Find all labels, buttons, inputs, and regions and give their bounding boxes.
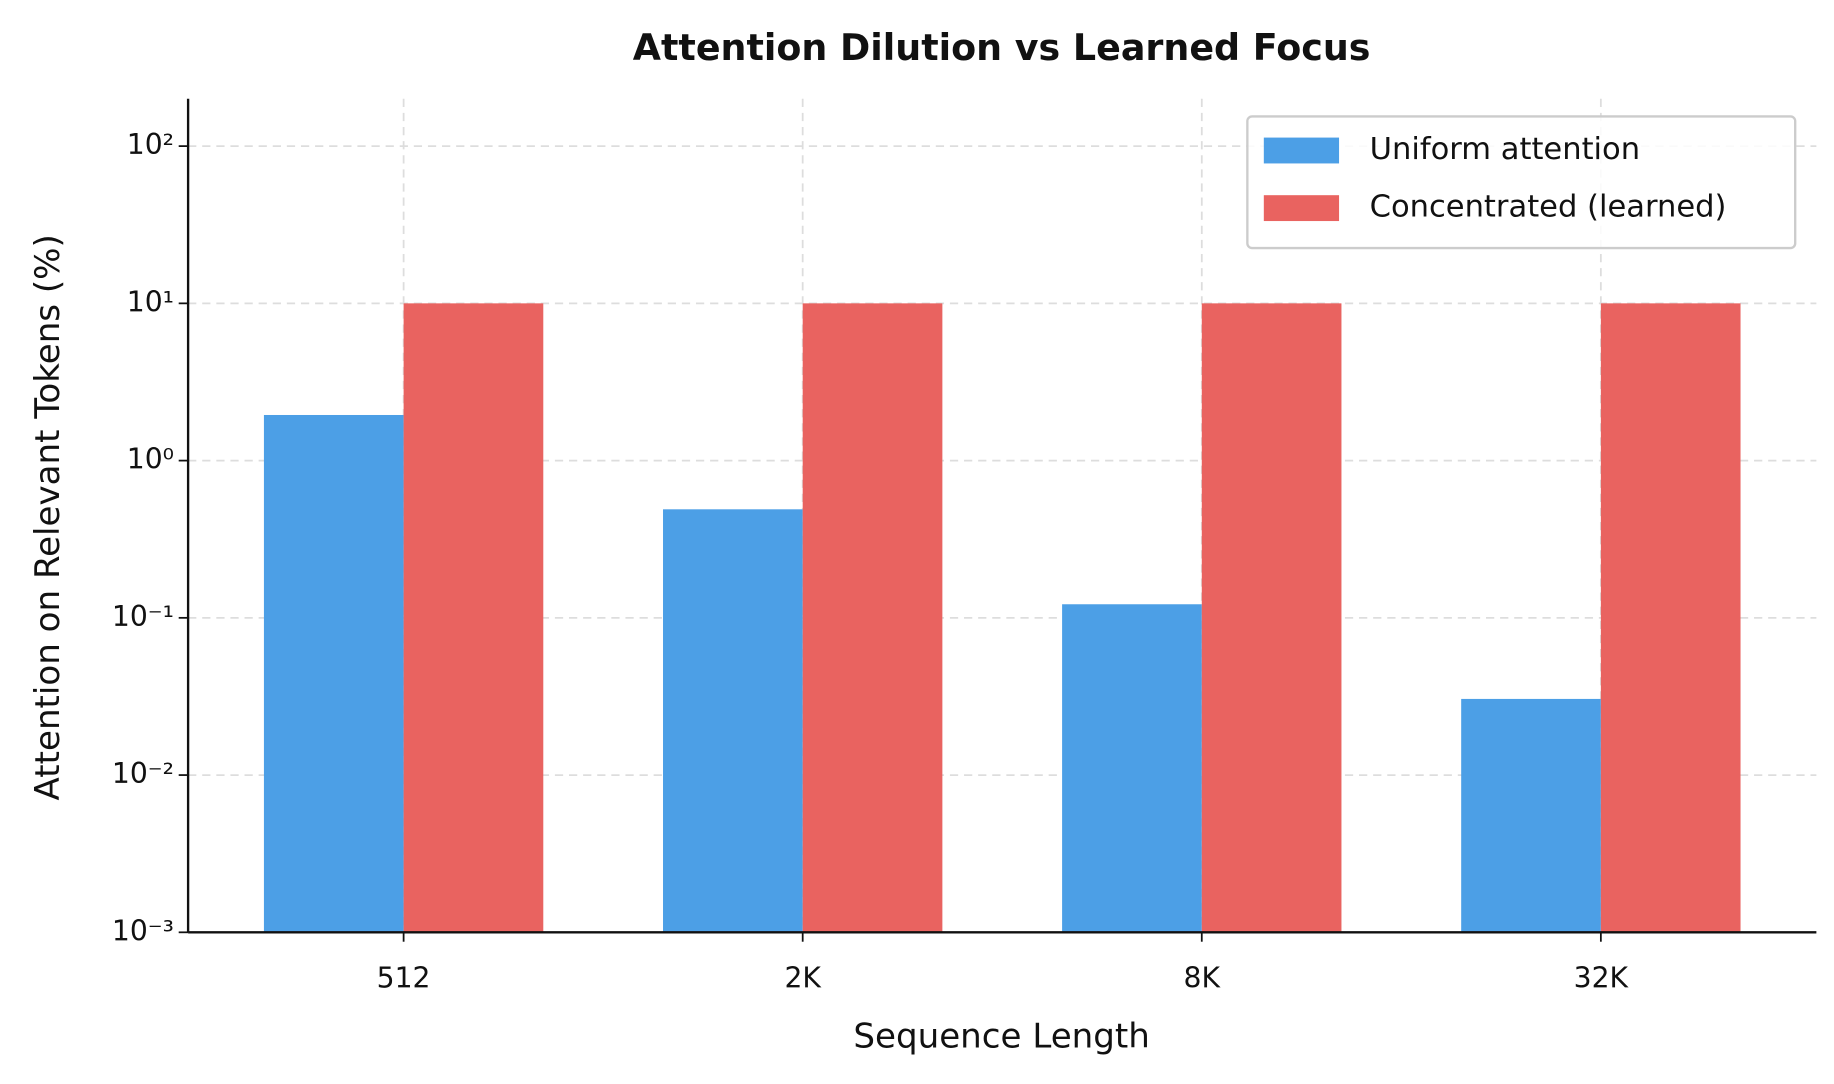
x-tick-label: 32K [1574,961,1630,994]
bar [403,303,544,933]
y-tick-label: 10⁻² [112,757,174,790]
x-axis-label: Sequence Length [853,1017,1149,1057]
bar [263,414,404,933]
legend-box [1246,115,1797,250]
bar [1600,303,1741,933]
y-tick-label: 10⁻³ [112,914,174,947]
x-tick-label: 8K [1184,961,1222,994]
bar [663,509,803,933]
x-tick-label: 2K [784,961,822,994]
bar [802,303,943,933]
y-tick-label: 10² [127,128,174,161]
legend-label: Concentrated (learned) [1370,190,1727,225]
bar [1461,698,1601,933]
bar [1062,604,1202,933]
legend: Uniform attention Concentrated (learned) [1246,115,1797,250]
legend-swatch [1263,195,1340,222]
bar [1201,303,1342,933]
chart-title: Attention Dilution vs Learned Focus [633,26,1371,69]
y-axis-label: Attention on Relevant Tokens (%) [28,234,68,800]
x-tick-label: 512 [377,961,431,994]
y-tick-label: 10⁰ [127,443,174,476]
legend-swatch [1263,137,1340,164]
y-tick-label: 10⁻¹ [112,600,174,633]
legend-label: Uniform attention [1370,132,1640,167]
y-tick-label: 10¹ [127,285,174,318]
